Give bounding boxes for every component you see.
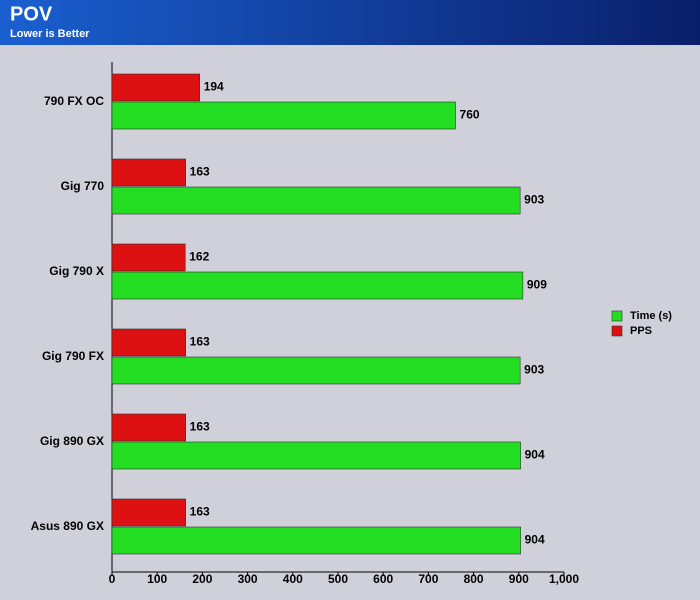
header-band [0,0,700,45]
y-tick-label: 790 FX OC [44,94,104,108]
value-label: 194 [204,80,224,94]
x-tick-label: 500 [328,572,348,586]
y-tick-label: Gig 890 GX [40,434,104,448]
x-tick-label: 300 [238,572,258,586]
value-label: 909 [527,278,547,292]
x-tick-label: 400 [283,572,303,586]
value-label: 163 [190,335,210,349]
bar [111,441,521,470]
value-label: 903 [524,363,544,377]
bar [111,498,186,527]
value-label: 163 [190,420,210,434]
x-tick-label: 900 [509,572,529,586]
value-label: 904 [525,533,545,547]
bar [111,271,524,300]
chart-title: POV [10,3,53,25]
bar [111,328,186,357]
bar [111,158,186,187]
bar [111,526,521,555]
x-tick-label: 0 [109,572,116,586]
value-label: 163 [190,165,210,179]
x-tick-label: 1,000 [549,572,579,586]
value-label: 760 [460,108,480,122]
legend-swatch [611,325,623,337]
value-label: 904 [525,448,545,462]
bar [111,413,186,442]
value-label: 162 [189,250,209,264]
y-tick-label: Gig 770 [61,179,105,193]
y-tick-label: Gig 790 X [49,264,104,278]
y-tick-label: Gig 790 FX [42,349,104,363]
legend-label: Time (s) [630,310,672,322]
legend-label: PPS [630,325,652,337]
chart-subtitle: Lower is Better [10,28,90,40]
bar [111,101,456,130]
x-tick-label: 800 [464,572,484,586]
x-tick-label: 700 [418,572,438,586]
x-tick-label: 100 [147,572,167,586]
x-tick-label: 600 [373,572,393,586]
x-tick-label: 200 [192,572,212,586]
bar [111,243,186,272]
value-label: 903 [524,193,544,207]
bar [111,356,521,385]
value-label: 163 [190,505,210,519]
bar [111,73,200,102]
y-tick-label: Asus 890 GX [31,519,104,533]
legend-swatch [611,310,623,322]
bar [111,186,521,215]
